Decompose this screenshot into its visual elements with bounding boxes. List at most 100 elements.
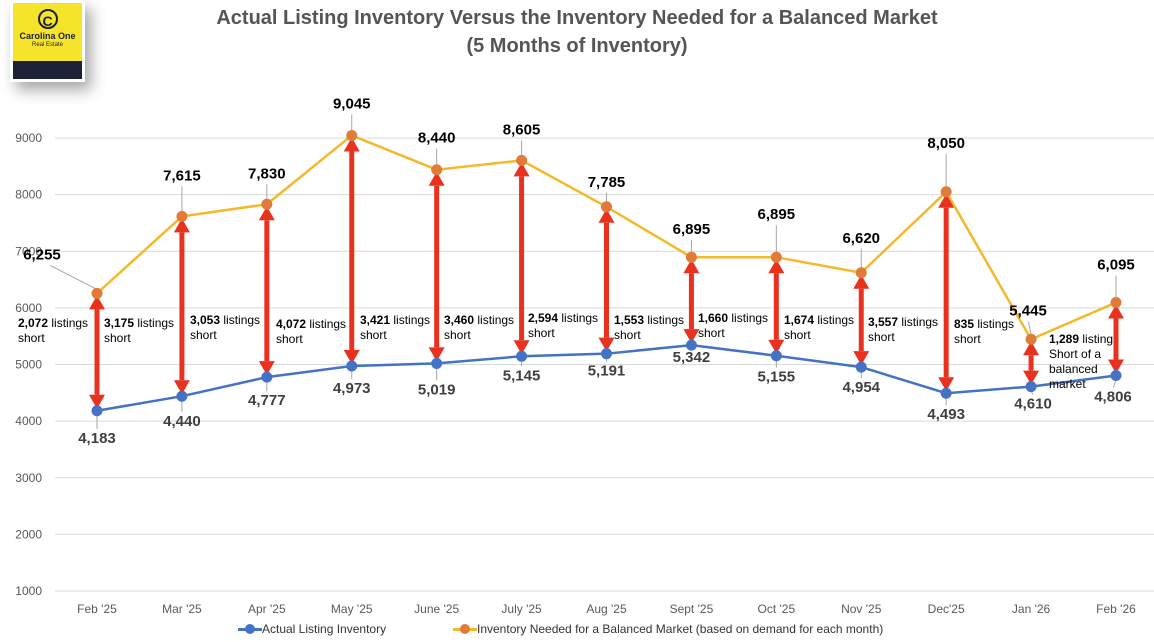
- needed-marker: [940, 186, 952, 198]
- y-tick-label: 9000: [15, 131, 42, 145]
- y-tick-label: 2000: [15, 527, 42, 541]
- gap-arrow-head-up: [683, 259, 700, 274]
- shortfall-text-line: short: [18, 331, 45, 345]
- gap-arrow-head-up: [598, 208, 615, 223]
- x-tick-label: Mar '25: [162, 602, 202, 616]
- logo-name: Carolina One: [19, 31, 76, 41]
- needed-marker: [516, 154, 528, 166]
- actual-marker: [601, 348, 612, 360]
- legend-line-needed-icon: [453, 623, 477, 634]
- needed-data-label: 6,895: [758, 206, 796, 223]
- actual-marker: [346, 360, 358, 372]
- needed-data-label: 7,615: [163, 167, 201, 184]
- data-labels: 6,255 7,615 7,830 9,045 8,440 8,605 7,785 6,895…: [23, 95, 1135, 446]
- actual-marker: [940, 387, 952, 399]
- chart-subtitle: (5 Months of Inventory): [466, 35, 688, 57]
- shortfall-text: listings: [306, 317, 346, 331]
- y-axis: 1000 2000 3000 4000 5000 6000 7000 8000 9000: [15, 131, 42, 598]
- actual-data-label: 4,973: [333, 380, 371, 397]
- y-tick-label: 8000: [15, 188, 42, 202]
- needed-data-label: 7,785: [588, 174, 626, 191]
- shortfall-text: listings: [220, 313, 260, 327]
- actual-data-label: 4,493: [927, 406, 965, 423]
- x-tick-label: Feb '25: [77, 602, 117, 616]
- actual-marker: [770, 350, 782, 362]
- actual-marker: [1110, 369, 1122, 381]
- shortfall-text-line: short: [698, 326, 725, 340]
- legend: Actual Listing Inventory Inventory Neede…: [0, 622, 1154, 642]
- gap-arrow-head-down: [428, 347, 445, 362]
- actual-data-label: 5,019: [418, 381, 456, 398]
- needed-data-label: 9,045: [333, 95, 371, 112]
- needed-marker: [770, 251, 782, 263]
- y-tick-label: 1000: [15, 584, 42, 598]
- legend-marker-actual-icon: [245, 623, 255, 634]
- shortfall-count: 4,072: [276, 317, 306, 331]
- shortfall-text: listings: [898, 315, 938, 329]
- logo-subtitle: Real Estate: [31, 42, 64, 48]
- shortfall-count: 1,553: [614, 313, 644, 327]
- gap-arrow-head-down: [343, 350, 360, 365]
- x-tick-label: Feb '26: [1096, 602, 1136, 616]
- shortfall-text: listings: [814, 313, 854, 327]
- gap-arrow-head-down: [1023, 370, 1040, 385]
- shortfall-count: 3,460: [444, 313, 474, 327]
- gap-arrow-head-down: [598, 337, 615, 352]
- shortfall-text: listings: [728, 311, 768, 325]
- needed-data-label: 6,620: [842, 230, 880, 247]
- y-tick-label: 4000: [15, 414, 42, 428]
- shortfall-text-line: balanced: [1049, 362, 1098, 376]
- gap-arrows: [89, 137, 1124, 409]
- shortfall-annotation: 1,553 listings short: [614, 313, 684, 342]
- x-tick-label: Oct '25: [758, 602, 796, 616]
- needed-data-label: 6,255: [23, 246, 61, 263]
- gap-arrow-head-up: [938, 193, 955, 208]
- legend-item-needed[interactable]: Inventory Needed for a Balanced Market (…: [453, 622, 883, 636]
- legend-line-actual-icon: [238, 623, 262, 634]
- gap-arrow-head-up: [89, 295, 105, 310]
- shortfall-annotation: 4,072 listings short: [276, 317, 346, 346]
- needed-marker: [601, 201, 612, 213]
- legend-marker-needed-icon: [460, 623, 470, 634]
- shortfall-text: listings: [48, 316, 88, 330]
- actual-data-label: 4,777: [248, 392, 286, 409]
- shortfall-text-line: short: [360, 328, 387, 342]
- shortfall-count: 1,289: [1049, 332, 1079, 346]
- actual-marker: [176, 390, 188, 402]
- shortfall-count: 3,053: [190, 313, 220, 327]
- shortfall-count: 3,175: [104, 316, 134, 330]
- shortfall-count: 835: [954, 317, 974, 331]
- shortfall-text: listings: [390, 313, 430, 327]
- shortfall-annotation: 2,594 listings short: [528, 311, 598, 340]
- x-tick-label: Dec'25: [928, 602, 965, 616]
- shortfall-annotation: 3,175 listings short: [104, 316, 174, 345]
- x-tick-label: Jan '26: [1012, 602, 1051, 616]
- x-tick-label: July '25: [501, 602, 542, 616]
- shortfall-count: 1,660: [698, 311, 728, 325]
- gap-arrow-head-up: [343, 137, 360, 152]
- needed-data-label: 5,445: [1009, 302, 1047, 319]
- y-tick-label: 3000: [15, 471, 42, 485]
- needed-marker: [91, 287, 103, 299]
- needed-marker: [261, 198, 273, 210]
- shortfall-text-line: Short of a: [1049, 347, 1101, 361]
- gap-arrow-head-up: [258, 206, 275, 221]
- shortfall-count: 1,674: [784, 313, 814, 327]
- actual-data-label: 4,806: [1094, 388, 1132, 405]
- shortfall-text-line: market: [1049, 377, 1086, 391]
- gap-arrow-head-up: [428, 171, 445, 186]
- shortfall-text: listings: [974, 317, 1014, 331]
- shortfall-text-line: short: [528, 326, 555, 340]
- shortfall-text-line: short: [954, 332, 981, 346]
- shortfall-text-line: short: [190, 328, 217, 342]
- legend-item-actual[interactable]: Actual Listing Inventory: [238, 622, 386, 636]
- actual-marker: [855, 361, 867, 373]
- shortfall-annotation: 1,674 listings short: [784, 313, 854, 342]
- shortfall-text-line: short: [276, 332, 303, 346]
- gridlines: [55, 137, 1154, 592]
- gap-arrow-head-up: [513, 162, 530, 177]
- gap-arrow-head-up: [1108, 304, 1124, 319]
- needed-marker: [346, 129, 358, 141]
- actual-marker: [1025, 381, 1037, 393]
